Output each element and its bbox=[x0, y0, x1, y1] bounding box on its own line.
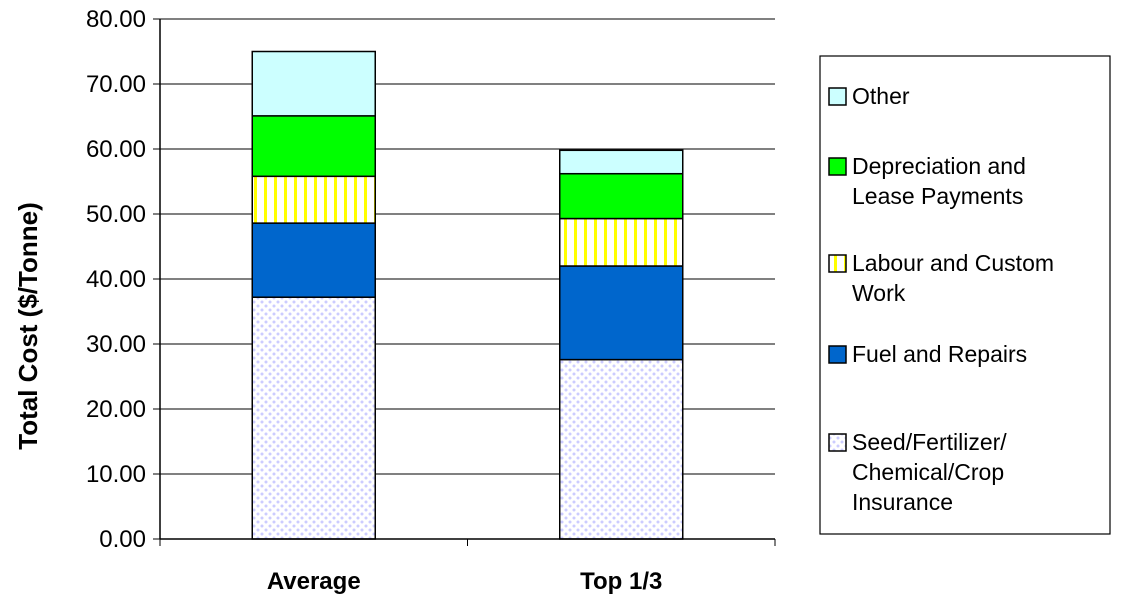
legend-label: Work bbox=[852, 280, 906, 306]
legend-label: Labour and Custom bbox=[852, 250, 1054, 276]
legend-label: Fuel and Repairs bbox=[852, 341, 1027, 367]
legend-swatch bbox=[828, 433, 847, 452]
y-tick-label: 70.00 bbox=[86, 71, 146, 98]
x-category-labels: Average Top 1/3 bbox=[267, 568, 663, 595]
x-category-label: Average bbox=[267, 568, 361, 595]
bar-segment bbox=[251, 115, 376, 178]
y-tick-label: 10.00 bbox=[86, 461, 146, 488]
bar-segment bbox=[559, 217, 684, 267]
bar-segment bbox=[559, 265, 684, 361]
y-tick-labels: 0.00 10.00 20.00 30.00 40.00 50.00 60.00 70.00 8… bbox=[86, 6, 146, 553]
legend-label: Depreciation and bbox=[852, 153, 1026, 179]
legend-label: Other bbox=[852, 83, 910, 109]
x-category-label: Top 1/3 bbox=[580, 568, 662, 595]
legend-label: Seed/Fertilizer/ bbox=[852, 429, 1007, 455]
legend-label: Lease Payments bbox=[852, 183, 1023, 209]
bar-segment bbox=[251, 222, 376, 298]
legend-swatch bbox=[828, 254, 847, 273]
legend-label: Insurance bbox=[852, 489, 953, 515]
bar-segment bbox=[251, 175, 376, 224]
y-tick-label: 20.00 bbox=[86, 396, 146, 423]
y-tick-label: 50.00 bbox=[86, 201, 146, 228]
bar-segment bbox=[559, 358, 684, 540]
axes bbox=[159, 19, 776, 546]
legend-swatch bbox=[828, 157, 847, 176]
legend-swatch bbox=[828, 87, 847, 106]
bar-segment bbox=[251, 296, 376, 540]
bar-segment bbox=[559, 172, 684, 220]
legend-swatch bbox=[828, 345, 847, 364]
legend-box bbox=[819, 55, 1111, 535]
y-tick-label: 0.00 bbox=[99, 526, 146, 553]
y-tick-label: 60.00 bbox=[86, 136, 146, 163]
y-axis-title: Total Cost ($/Tonne) bbox=[13, 202, 43, 449]
bars bbox=[251, 50, 684, 540]
legend-label: Chemical/Crop bbox=[852, 459, 1004, 485]
legend: Other Depreciation and Lease Payments Labou… bbox=[819, 55, 1111, 535]
bar-segment bbox=[559, 149, 684, 175]
y-tick-label: 40.00 bbox=[86, 266, 146, 293]
y-tick-label: 80.00 bbox=[86, 6, 146, 33]
y-tick-label: 30.00 bbox=[86, 331, 146, 358]
bar-segment bbox=[251, 50, 376, 117]
